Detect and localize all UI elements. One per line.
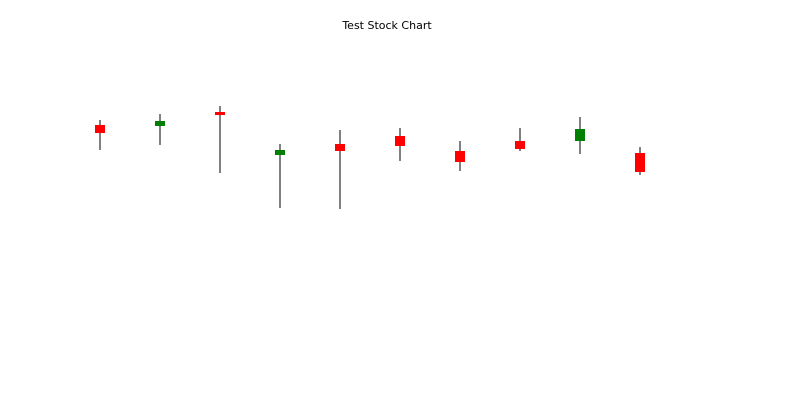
chart-title: Test Stock Chart	[341, 19, 432, 32]
candle-body	[95, 125, 105, 133]
candle-body	[515, 141, 525, 149]
candle-body	[275, 150, 285, 155]
candle-body	[575, 129, 585, 141]
candle-body	[335, 144, 345, 151]
candle-body	[635, 153, 645, 172]
candle-body	[395, 136, 405, 146]
candle-body	[155, 121, 165, 126]
candle-body	[455, 151, 465, 162]
candle-body	[215, 112, 225, 115]
